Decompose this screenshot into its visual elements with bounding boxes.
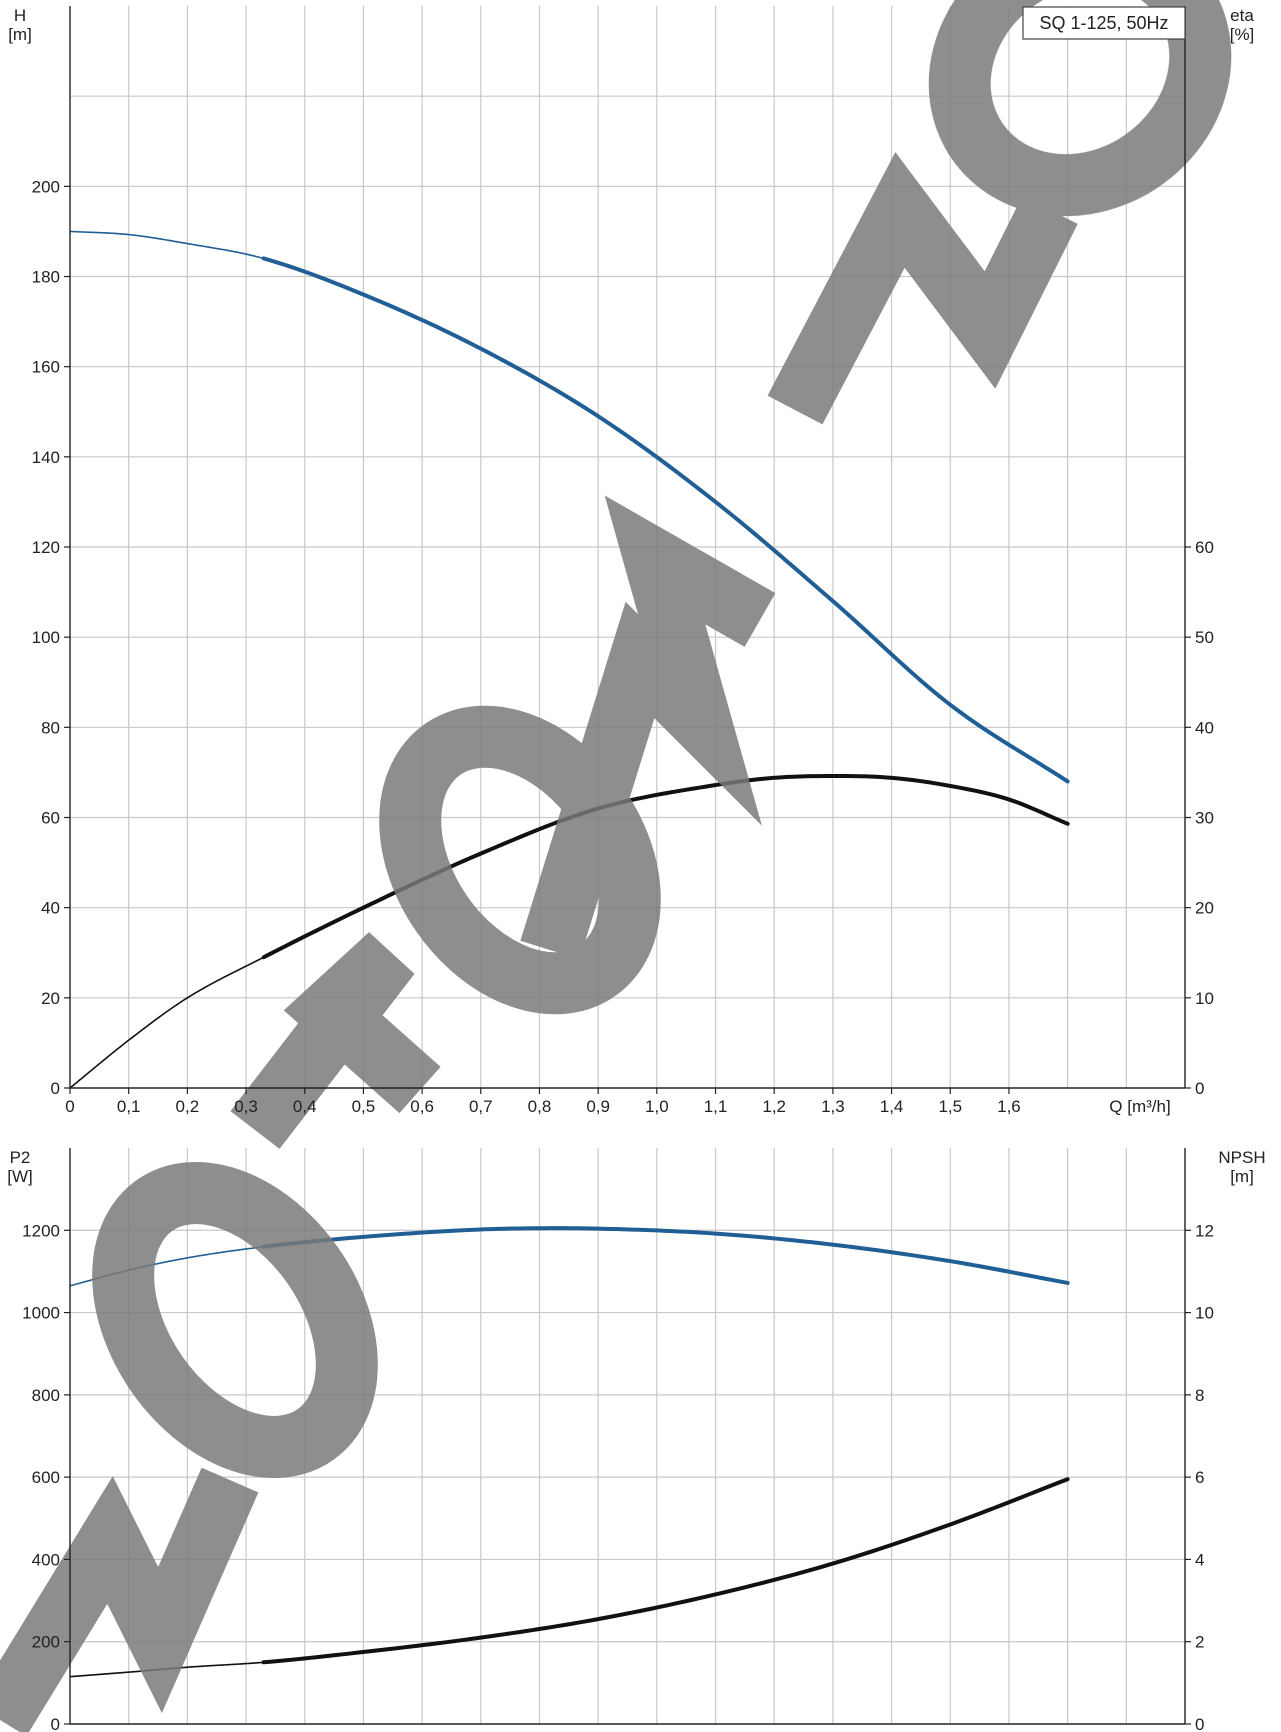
bottom-right-tick-label-4: 8	[1195, 1386, 1204, 1405]
top-left-tick-label-9: 180	[32, 268, 60, 287]
top-x-tick-label-9: 0,9	[586, 1097, 610, 1116]
top-left-tick-label-1: 20	[41, 989, 60, 1008]
top-right-tick-label-3: 30	[1195, 809, 1214, 828]
bottom-right-tick-label-2: 4	[1195, 1550, 1204, 1569]
top-right-axis-label: eta	[1230, 6, 1254, 25]
bottom-left-tick-label-3: 600	[32, 1468, 60, 1487]
labels-layer: 0204060801001201401601802000102030405060…	[7, 6, 1265, 1732]
watermark-logo	[0, 0, 1232, 1732]
top-x-axis-label: Q [m³/h]	[1109, 1097, 1170, 1116]
top-right-axis-unit: [%]	[1230, 25, 1255, 44]
top-right-tick-label-2: 20	[1195, 899, 1214, 918]
top-left-tick-label-0: 0	[51, 1079, 60, 1098]
top-x-tick-label-13: 1,3	[821, 1097, 845, 1116]
top-x-tick-label-15: 1,5	[938, 1097, 962, 1116]
top-x-tick-label-10: 1,0	[645, 1097, 669, 1116]
bottom-left-tick-label-0: 0	[51, 1715, 60, 1732]
bottom-right-tick-label-6: 12	[1195, 1221, 1214, 1240]
bottom-right-axis-label: NPSH	[1218, 1148, 1265, 1167]
top-left-tick-label-10: 200	[32, 177, 60, 196]
top-x-tick-label-0: 0	[65, 1097, 74, 1116]
top-left-tick-label-8: 160	[32, 358, 60, 377]
bottom-right-axis-unit: [m]	[1230, 1167, 1254, 1186]
bottom-right-tick-label-1: 2	[1195, 1633, 1204, 1652]
top-x-tick-label-16: 1,6	[997, 1097, 1021, 1116]
watermark-letter-m-upper	[767, 152, 1078, 425]
top-right-tick-label-0: 0	[1195, 1079, 1204, 1098]
top-curve-0-thin	[69, 230, 264, 260]
top-right-tick-label-5: 50	[1195, 628, 1214, 647]
top-x-tick-label-6: 0,6	[410, 1097, 434, 1116]
top-x-tick-label-14: 1,4	[880, 1097, 904, 1116]
watermark-letter-t	[230, 932, 441, 1149]
bottom-left-tick-label-6: 1200	[22, 1221, 60, 1240]
top-x-tick-label-2: 0,2	[176, 1097, 200, 1116]
top-right-tick-label-6: 60	[1195, 538, 1214, 557]
bottom-right-tick-label-3: 6	[1195, 1468, 1204, 1487]
bottom-left-axis-unit: [W]	[7, 1167, 33, 1186]
top-left-tick-label-6: 120	[32, 538, 60, 557]
bottom-left-axis-label: P2	[10, 1148, 31, 1167]
top-right-tick-label-4: 40	[1195, 718, 1214, 737]
top-left-axis-label: H	[14, 6, 26, 25]
bottom-left-tick-label-4: 800	[32, 1386, 60, 1405]
watermark-letter-r	[520, 495, 776, 960]
top-left-tick-label-5: 100	[32, 628, 60, 647]
top-x-tick-label-11: 1,1	[704, 1097, 728, 1116]
legend-frame	[1022, 6, 1186, 40]
top-left-tick-label-7: 140	[32, 448, 60, 467]
top-x-tick-label-7: 0,7	[469, 1097, 493, 1116]
watermark-letter-o-mid	[379, 705, 661, 1015]
top-x-tick-label-1: 0,1	[117, 1097, 141, 1116]
top-curve-1-thin	[69, 956, 265, 1089]
bottom-curve-1-thick	[261, 1477, 1070, 1665]
top-x-tick-label-12: 1,2	[762, 1097, 786, 1116]
top-left-tick-label-4: 80	[41, 718, 60, 737]
watermark-letter-o-top	[928, 0, 1232, 217]
bottom-right-tick-label-0: 0	[1195, 1715, 1204, 1732]
top-right-tick-label-1: 10	[1195, 989, 1214, 1008]
bottom-curve-0-thick	[261, 1226, 1070, 1285]
legend-box: SQ 1-125, 50Hz	[1022, 6, 1186, 40]
grid-layer	[70, 6, 1185, 1724]
top-x-tick-label-8: 0,8	[528, 1097, 552, 1116]
top-x-tick-label-4: 0,4	[293, 1097, 317, 1116]
top-left-axis-unit: [m]	[8, 25, 32, 44]
legend-label: SQ 1-125, 50Hz	[1039, 13, 1168, 33]
bottom-left-tick-label-1: 200	[32, 1633, 60, 1652]
top-left-tick-label-3: 60	[41, 809, 60, 828]
top-curve-0-thick	[261, 256, 1070, 784]
top-x-tick-label-5: 0,5	[352, 1097, 376, 1116]
watermark-letter-m-lower	[0, 1467, 259, 1732]
axes-layer	[64, 6, 1191, 1725]
top-left-tick-label-2: 40	[41, 899, 60, 918]
watermark-letter-o-low	[92, 1162, 378, 1478]
bottom-left-tick-label-2: 400	[32, 1550, 60, 1569]
bottom-right-tick-label-5: 10	[1195, 1304, 1214, 1323]
top-x-tick-label-3: 0,3	[234, 1097, 258, 1116]
bottom-left-tick-label-5: 1000	[22, 1304, 60, 1323]
